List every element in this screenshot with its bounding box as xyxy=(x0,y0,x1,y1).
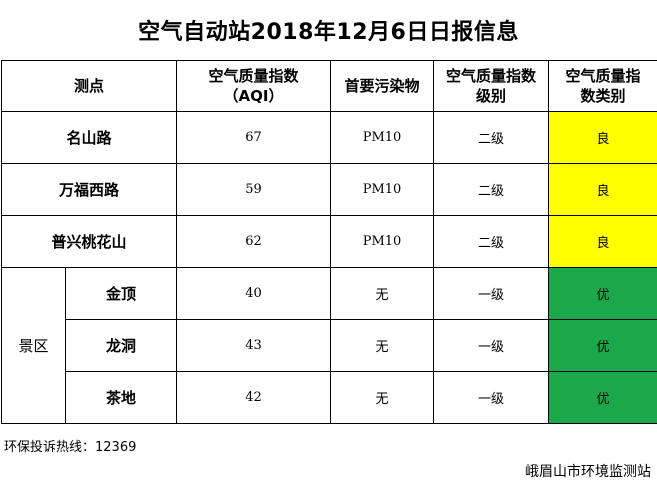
aqi-value: 62 xyxy=(176,215,332,268)
table-row: 龙洞 43 无 一级 优 xyxy=(2,319,657,372)
aqi-category: 优 xyxy=(548,319,657,372)
aqi-level: 二级 xyxy=(433,215,550,268)
primary-pollutant: PM10 xyxy=(330,163,435,216)
table-row: 名山路 67 PM10 二级 良 xyxy=(0,111,657,164)
aqi-value: 67 xyxy=(176,111,332,164)
header-level-line2: 级别 xyxy=(476,87,507,105)
aqi-level: 一级 xyxy=(433,371,550,424)
complaint-hotline: 环保投诉热线：12369 xyxy=(4,440,137,455)
primary-pollutant: 无 xyxy=(330,371,435,424)
header-aqi: 空气质量指数 （AQI） xyxy=(176,60,332,112)
primary-pollutant: 无 xyxy=(330,319,435,372)
table-header-row: 测点 空气质量指数 （AQI） 首要污染物 空气质量指数 级别 空气质量指 数类… xyxy=(0,60,657,112)
aqi-level: 二级 xyxy=(433,111,550,164)
header-category: 空气质量指 数类别 xyxy=(548,60,657,112)
station-name: 名山路 xyxy=(0,111,178,164)
aqi-table: 测点 空气质量指数 （AQI） 首要污染物 空气质量指数 级别 空气质量指 数类… xyxy=(0,60,657,424)
table-row: 茶地 42 无 一级 优 xyxy=(2,371,657,424)
primary-pollutant: PM10 xyxy=(330,111,435,164)
aqi-value: 43 xyxy=(176,319,332,372)
aqi-value: 40 xyxy=(176,267,332,320)
header-level: 空气质量指数 级别 xyxy=(433,60,550,112)
header-level-line1: 空气质量指数 xyxy=(446,67,537,85)
header-category-line2: 数类别 xyxy=(580,87,626,105)
aqi-category: 良 xyxy=(548,111,657,164)
aqi-value: 59 xyxy=(176,163,332,216)
station-name: 茶地 xyxy=(64,371,178,424)
aqi-category: 优 xyxy=(548,267,657,320)
header-station: 测点 xyxy=(0,60,178,112)
station-name: 龙洞 xyxy=(64,319,178,372)
station-name: 普兴桃花山 xyxy=(0,215,178,268)
aqi-category: 良 xyxy=(548,163,657,216)
table-row: 景区 金顶 40 无 一级 优 xyxy=(1,267,657,424)
header-aqi-line2: （AQI） xyxy=(223,87,284,105)
primary-pollutant: 无 xyxy=(330,267,435,320)
station-name: 金顶 xyxy=(64,267,178,320)
header-category-line1: 空气质量指 xyxy=(565,67,641,85)
scenic-group-label: 景区 xyxy=(1,267,66,424)
header-aqi-line1: 空气质量指数 xyxy=(208,67,299,85)
station-name: 万福西路 xyxy=(0,163,178,216)
monitoring-station-name: 峨眉山市环境监测站 xyxy=(525,464,651,480)
table-row: 万福西路 59 PM10 二级 良 xyxy=(0,163,657,216)
table-row: 普兴桃花山 62 PM10 二级 良 xyxy=(0,215,657,268)
aqi-level: 一级 xyxy=(433,267,550,320)
aqi-category: 优 xyxy=(548,371,657,424)
aqi-value: 42 xyxy=(176,371,332,424)
report-title: 空气自动站2018年12月6日日报信息 xyxy=(138,20,519,45)
aqi-category: 良 xyxy=(548,215,657,268)
header-pollutant: 首要污染物 xyxy=(330,60,435,112)
aqi-level: 一级 xyxy=(433,319,550,372)
primary-pollutant: PM10 xyxy=(330,215,435,268)
aqi-level: 二级 xyxy=(433,163,550,216)
